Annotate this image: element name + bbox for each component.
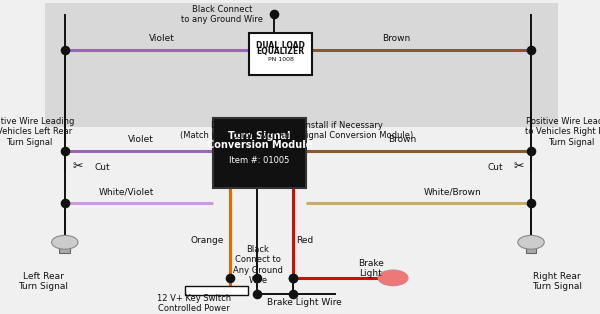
Bar bbox=[213, 118, 306, 188]
Text: Item #: 01005: Item #: 01005 bbox=[229, 156, 290, 165]
Text: Red: Red bbox=[296, 236, 313, 245]
Point bbox=[225, 275, 235, 280]
Point bbox=[288, 275, 298, 280]
Circle shape bbox=[52, 236, 78, 249]
Text: Brake
Light: Brake Light bbox=[358, 259, 384, 279]
Point bbox=[252, 275, 262, 280]
Point bbox=[252, 291, 262, 296]
Point bbox=[60, 48, 70, 53]
Text: Positive Wire Leading
to Vehicles Left Rear
Turn Signal: Positive Wire Leading to Vehicles Left R… bbox=[0, 117, 74, 147]
Text: Positive Wire Leading
to Vehicles Right Rear
Turn Signal: Positive Wire Leading to Vehicles Right … bbox=[525, 117, 600, 147]
Text: Brown: Brown bbox=[382, 34, 410, 43]
Text: ✂: ✂ bbox=[513, 160, 524, 173]
Point bbox=[288, 291, 298, 296]
Text: Brake Light Wire: Brake Light Wire bbox=[268, 298, 342, 307]
Point bbox=[526, 48, 536, 53]
Text: Black Connect
to any Ground Wire: Black Connect to any Ground Wire bbox=[181, 5, 263, 24]
Text: Orange: Orange bbox=[190, 236, 224, 245]
Text: DUAL LOAD: DUAL LOAD bbox=[256, 41, 305, 50]
Point bbox=[60, 200, 70, 205]
Point bbox=[60, 148, 70, 153]
Point bbox=[288, 275, 298, 280]
Text: Cut: Cut bbox=[95, 163, 110, 171]
Bar bbox=[249, 33, 312, 75]
Text: PN 1008: PN 1008 bbox=[268, 57, 293, 62]
Bar bbox=[59, 247, 70, 253]
Text: 12 V+ Key Switch
Controlled Power: 12 V+ Key Switch Controlled Power bbox=[157, 294, 231, 313]
Text: EQUALIZER: EQUALIZER bbox=[256, 47, 305, 56]
Text: White/Brown: White/Brown bbox=[424, 188, 482, 197]
Bar bbox=[45, 3, 558, 127]
Point bbox=[526, 148, 536, 153]
Bar bbox=[185, 286, 248, 295]
Text: Dual Load Equalizer - Install if Necessary
(Match wire colors with Turn Signal C: Dual Load Equalizer - Install if Necessa… bbox=[181, 121, 413, 140]
Text: Brown: Brown bbox=[388, 135, 416, 144]
Circle shape bbox=[378, 270, 408, 286]
Text: Violet: Violet bbox=[128, 135, 154, 144]
Text: Violet: Violet bbox=[149, 34, 175, 43]
Text: Conversion Module: Conversion Module bbox=[207, 140, 312, 150]
Text: ✂: ✂ bbox=[72, 160, 83, 173]
Text: White/Violet: White/Violet bbox=[98, 188, 154, 197]
Text: Black
Connect to
Any Ground
Wire: Black Connect to Any Ground Wire bbox=[233, 245, 283, 285]
Text: Right Rear
Turn Signal: Right Rear Turn Signal bbox=[532, 272, 582, 291]
Point bbox=[269, 12, 279, 17]
Circle shape bbox=[518, 236, 544, 249]
Text: Cut: Cut bbox=[487, 163, 503, 171]
Text: Turn Signal: Turn Signal bbox=[228, 131, 291, 141]
Bar bbox=[526, 247, 536, 253]
Text: Left Rear
Turn Signal: Left Rear Turn Signal bbox=[18, 272, 68, 291]
Point bbox=[526, 200, 536, 205]
